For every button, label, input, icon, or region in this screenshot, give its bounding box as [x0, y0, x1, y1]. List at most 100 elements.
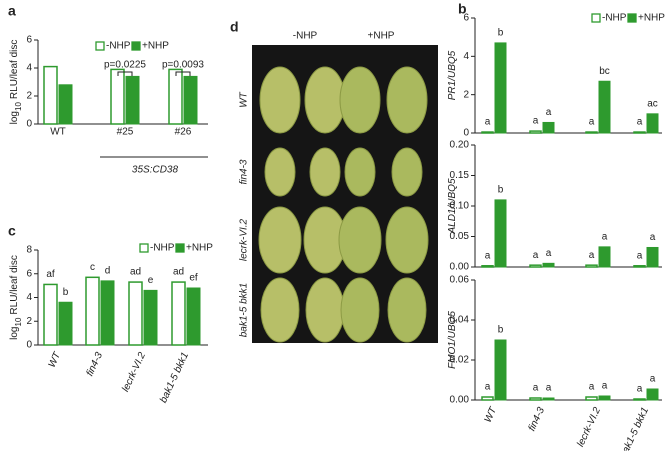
bar	[43, 65, 58, 125]
legend-label: -NHP	[106, 41, 131, 52]
bar	[481, 265, 494, 268]
y-tick-label: 0.10	[450, 201, 470, 212]
x-tick-label: #25	[117, 127, 134, 138]
y-axis-label: log10 RLU/leaf disc	[9, 255, 23, 340]
x-tick-label: bak1-5 bkk1	[158, 351, 191, 405]
x-tick-label: lecrk-VI.2	[575, 405, 603, 448]
y-tick-label: 0.20	[450, 140, 470, 151]
leaf	[309, 147, 341, 197]
bar	[598, 395, 611, 401]
x-tick-label: WT	[50, 127, 66, 138]
significance-letter: a	[602, 232, 608, 243]
significance-letter: af	[46, 269, 55, 280]
significance-letter: a	[533, 116, 539, 127]
y-axis-label-part: 10	[14, 317, 23, 326]
significance-letter: a	[546, 248, 552, 259]
panel-label: b	[458, 1, 467, 17]
bar	[143, 289, 158, 346]
p-value: p=0.0225	[104, 60, 146, 71]
bracket	[117, 71, 133, 76]
significance-letter: bc	[599, 66, 610, 77]
significance-letter: ad	[130, 267, 141, 278]
leaf	[340, 277, 380, 343]
bar	[58, 84, 73, 125]
significance-letter: a	[650, 232, 656, 243]
bar	[646, 246, 659, 268]
significance-letter: b	[63, 287, 69, 298]
bar	[633, 398, 646, 401]
leaf	[264, 147, 296, 197]
legend-label: +NHP	[638, 13, 665, 24]
legend-swatch	[131, 41, 141, 51]
column-label: +NHP	[368, 31, 395, 42]
significance-letter: a	[637, 117, 643, 128]
bar	[542, 262, 555, 268]
bar	[171, 281, 186, 346]
y-axis-label-part: log	[9, 111, 20, 124]
legend-swatch	[627, 13, 637, 23]
bar	[585, 264, 598, 268]
bar	[58, 301, 73, 346]
leaf	[338, 206, 382, 274]
y-axis-label: log10 RLU/leaf disc	[9, 40, 23, 125]
bar	[85, 276, 100, 346]
x-tick-label: lecrk-VI.2	[120, 350, 148, 393]
y-tick-label: 0	[26, 119, 32, 130]
significance-letter: a	[546, 383, 552, 394]
bar	[481, 396, 494, 401]
column-label: -NHP	[293, 31, 318, 42]
bar	[633, 131, 646, 134]
legend-swatch	[139, 243, 149, 253]
y-tick-label: 2	[26, 91, 32, 102]
legend-swatch	[591, 13, 601, 23]
y-tick-label: 2	[26, 316, 32, 327]
significance-letter: b	[498, 325, 504, 336]
bar	[542, 121, 555, 134]
y-axis-label-part: log	[9, 327, 20, 340]
significance-letter: a	[533, 383, 539, 394]
leaf	[385, 206, 429, 274]
bar	[128, 281, 143, 346]
p-value: p=0.0093	[162, 60, 204, 71]
y-tick-label: 8	[26, 245, 32, 256]
bar	[494, 42, 507, 134]
significance-letter: a	[485, 382, 491, 393]
leaf	[260, 277, 300, 343]
y-tick-label: 0.02	[450, 355, 470, 366]
bar	[43, 283, 58, 346]
y-axis-label-part: PR1/UBQ5	[447, 50, 458, 100]
significance-letter: b	[498, 185, 504, 196]
y-axis-label-part: ALD1/UBQ5	[447, 178, 458, 234]
y-tick-label: 0	[26, 340, 32, 351]
y-axis-label-part: 10	[14, 102, 23, 111]
y-tick-label: 4	[26, 292, 32, 303]
significance-letter: a	[533, 250, 539, 261]
row-label: WT	[239, 91, 250, 107]
legend-swatch	[175, 243, 185, 253]
significance-letter: a	[602, 381, 608, 392]
bar	[529, 264, 542, 268]
legend-label: +NHP	[142, 41, 169, 52]
leaf	[304, 66, 346, 134]
panel-label: d	[230, 19, 239, 35]
leaf	[339, 66, 381, 134]
leaf	[258, 206, 302, 274]
significance-letter: a	[637, 250, 643, 261]
x-tick-label: WT	[483, 405, 500, 425]
x-tick-label: bak1-5 bkk1	[618, 406, 651, 451]
y-tick-label: 0.05	[450, 231, 470, 242]
bar	[542, 397, 555, 401]
y-tick-label: 0.00	[450, 395, 470, 406]
y-tick-label: 0	[463, 128, 469, 139]
bar	[186, 287, 201, 346]
significance-letter: a	[485, 117, 491, 128]
bar	[585, 396, 598, 401]
significance-letter: a	[589, 117, 595, 128]
bar	[598, 246, 611, 268]
panel-label: c	[8, 223, 16, 239]
bar	[598, 80, 611, 134]
bar	[168, 68, 183, 125]
bar	[494, 339, 507, 401]
significance-letter: e	[148, 275, 154, 286]
significance-letter: a	[650, 374, 656, 385]
